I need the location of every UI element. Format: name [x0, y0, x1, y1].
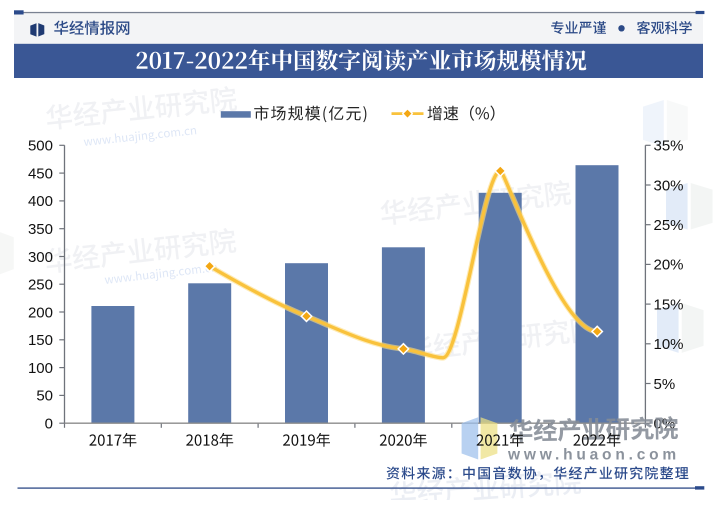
svg-text:400: 400 [28, 193, 53, 210]
svg-text:0: 0 [45, 416, 53, 433]
svg-text:35%: 35% [654, 138, 684, 155]
svg-text:25%: 25% [654, 217, 684, 234]
svg-text:5%: 5% [654, 376, 676, 393]
svg-text:350: 350 [28, 221, 53, 238]
svg-text:50: 50 [36, 388, 53, 405]
svg-text:15%: 15% [654, 296, 684, 313]
svg-text:100: 100 [28, 360, 53, 377]
svg-text:www.huaon.com: www.huaon.com [507, 447, 680, 464]
svg-text:200: 200 [28, 304, 53, 321]
svg-text:250: 250 [28, 277, 53, 294]
svg-text:450: 450 [28, 165, 53, 182]
svg-text:20%: 20% [654, 257, 684, 274]
svg-text:150: 150 [28, 332, 53, 349]
svg-text:30%: 30% [654, 177, 684, 194]
svg-text:500: 500 [28, 138, 53, 155]
svg-text:10%: 10% [654, 336, 684, 353]
svg-text:300: 300 [28, 249, 53, 266]
